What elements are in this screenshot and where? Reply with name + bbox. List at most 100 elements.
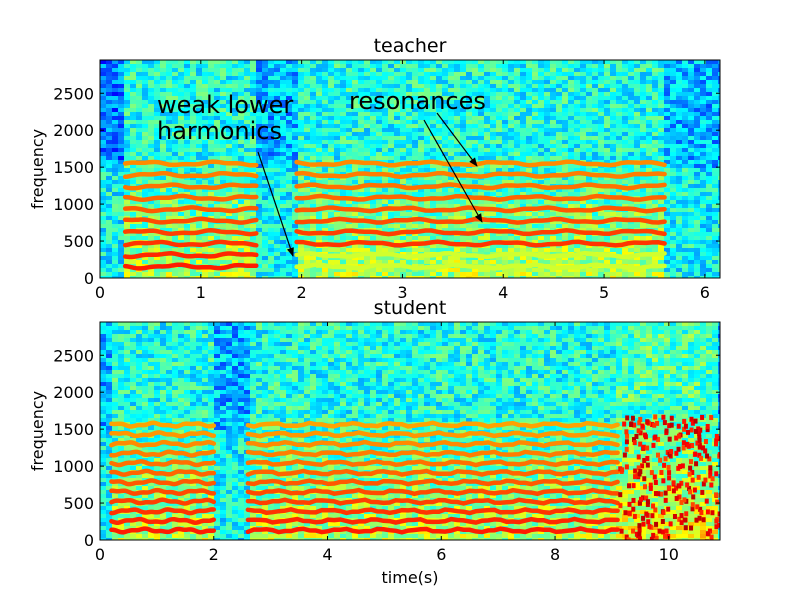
teacher-cell xyxy=(262,272,268,276)
teacher-cell xyxy=(178,112,184,116)
teacher-cell xyxy=(292,124,298,128)
teacher-cell xyxy=(616,148,622,152)
teacher-cell xyxy=(478,112,484,116)
teacher-cell xyxy=(526,144,532,148)
teacher-cell xyxy=(472,276,478,278)
teacher-cell xyxy=(106,204,112,208)
teacher-cell xyxy=(400,124,406,128)
teacher-cell xyxy=(196,144,202,148)
teacher-cell xyxy=(316,128,322,132)
teacher-cell xyxy=(358,84,364,88)
teacher-cell xyxy=(532,236,538,240)
teacher-cell xyxy=(172,128,178,132)
teacher-cell xyxy=(406,76,412,80)
teacher-cell xyxy=(166,96,172,100)
teacher-cell xyxy=(460,152,466,156)
teacher-cell xyxy=(544,100,550,104)
teacher-cell xyxy=(178,96,184,100)
teacher-cell xyxy=(112,104,118,108)
teacher-cell xyxy=(334,60,340,64)
teacher-cell xyxy=(130,248,136,252)
teacher-cell xyxy=(286,136,292,140)
teacher-cell xyxy=(370,148,376,152)
teacher-cell xyxy=(346,252,352,256)
teacher-cell xyxy=(346,108,352,112)
teacher-cell xyxy=(334,192,340,196)
teacher-cell xyxy=(328,152,334,156)
teacher-cell xyxy=(604,92,610,96)
teacher-cell xyxy=(190,76,196,80)
teacher-cell xyxy=(178,144,184,148)
teacher-cell xyxy=(604,256,610,260)
teacher-cell xyxy=(574,60,580,64)
teacher-cell xyxy=(196,168,202,172)
teacher-cell xyxy=(280,216,286,220)
teacher-cell xyxy=(292,88,298,92)
teacher-cell xyxy=(442,236,448,240)
teacher-cell xyxy=(562,164,568,168)
teacher-cell xyxy=(418,260,424,264)
teacher-cell xyxy=(592,236,598,240)
teacher-cell xyxy=(100,272,106,276)
teacher-cell xyxy=(220,140,226,144)
teacher-cell xyxy=(526,128,532,132)
teacher-cell xyxy=(622,260,628,264)
teacher-cell xyxy=(178,148,184,152)
teacher-cell xyxy=(250,256,256,260)
teacher-cell xyxy=(358,108,364,112)
teacher-cell xyxy=(406,112,412,116)
teacher-cell xyxy=(382,200,388,204)
teacher-cell xyxy=(592,124,598,128)
teacher-cell xyxy=(586,140,592,144)
teacher-cell xyxy=(568,212,574,216)
teacher-cell xyxy=(142,132,148,136)
teacher-cell xyxy=(184,80,190,84)
teacher-cell xyxy=(340,268,346,272)
teacher-cell xyxy=(382,152,388,156)
teacher-cell xyxy=(610,260,616,264)
teacher-cell xyxy=(484,92,490,96)
teacher-cell xyxy=(628,276,634,278)
teacher-cell xyxy=(112,176,118,180)
teacher-cell xyxy=(448,96,454,100)
teacher-cell xyxy=(310,92,316,96)
teacher-cell xyxy=(442,200,448,204)
teacher-cell xyxy=(490,216,496,220)
teacher-cell xyxy=(268,168,274,172)
teacher-cell xyxy=(100,236,106,240)
teacher-cell xyxy=(148,60,154,64)
teacher-cell xyxy=(112,68,118,72)
teacher-cell xyxy=(508,164,514,168)
teacher-cell xyxy=(196,240,202,244)
teacher-cell xyxy=(334,276,340,278)
teacher-cell xyxy=(106,252,112,256)
teacher-cell xyxy=(262,240,268,244)
teacher-cell xyxy=(550,156,556,160)
teacher-cell xyxy=(250,224,256,228)
teacher-cell xyxy=(442,64,448,68)
teacher-cell xyxy=(178,132,184,136)
teacher-cell xyxy=(394,80,400,84)
teacher-cell xyxy=(454,156,460,160)
teacher-cell xyxy=(148,236,154,240)
teacher-cell xyxy=(250,120,256,124)
teacher-cell xyxy=(490,260,496,264)
teacher-cell xyxy=(424,176,430,180)
teacher-cell xyxy=(442,72,448,76)
teacher-cell xyxy=(184,188,190,192)
teacher-cell xyxy=(148,200,154,204)
teacher-cell xyxy=(292,72,298,76)
teacher-cell xyxy=(544,60,550,64)
teacher-cell xyxy=(244,216,250,220)
teacher-cell xyxy=(436,200,442,204)
teacher-cell xyxy=(496,88,502,92)
teacher-cell xyxy=(532,268,538,272)
teacher-cell xyxy=(640,176,646,180)
teacher-cell xyxy=(376,192,382,196)
teacher-cell xyxy=(142,204,148,208)
teacher-cell xyxy=(424,104,430,108)
teacher-cell xyxy=(232,112,238,116)
teacher-cell xyxy=(352,168,358,172)
teacher-cell xyxy=(100,108,106,112)
teacher-cell xyxy=(160,144,166,148)
